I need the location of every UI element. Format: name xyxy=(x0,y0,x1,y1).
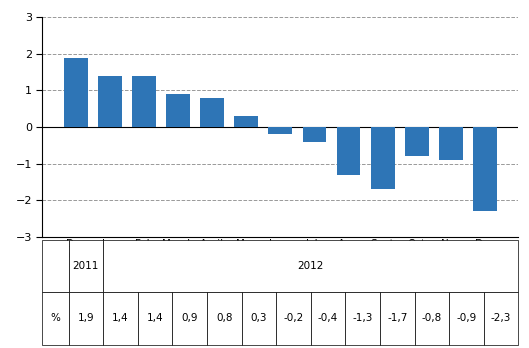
Bar xyxy=(268,127,293,134)
Text: -0,9: -0,9 xyxy=(457,314,477,323)
Text: 1,9: 1,9 xyxy=(77,314,94,323)
Text: %: % xyxy=(50,314,60,323)
Bar xyxy=(473,127,497,211)
Bar xyxy=(234,116,258,127)
Bar xyxy=(336,127,360,175)
Text: -0,8: -0,8 xyxy=(422,314,442,323)
Text: -0,4: -0,4 xyxy=(318,314,338,323)
Text: 0,3: 0,3 xyxy=(251,314,267,323)
Text: -2,3: -2,3 xyxy=(491,314,512,323)
Text: 1,4: 1,4 xyxy=(112,314,129,323)
Bar xyxy=(371,127,395,189)
Bar xyxy=(405,127,428,156)
Text: -1,3: -1,3 xyxy=(352,314,373,323)
Text: 2012: 2012 xyxy=(298,261,324,271)
Bar xyxy=(166,94,190,127)
Text: 1,4: 1,4 xyxy=(147,314,163,323)
Text: -0,2: -0,2 xyxy=(284,314,304,323)
Text: 2011: 2011 xyxy=(72,261,99,271)
Bar xyxy=(439,127,463,160)
Bar xyxy=(200,98,224,127)
Text: -1,7: -1,7 xyxy=(387,314,407,323)
Bar xyxy=(64,58,88,127)
Bar xyxy=(98,76,122,127)
Bar xyxy=(132,76,156,127)
Text: 0,8: 0,8 xyxy=(216,314,232,323)
Text: 0,9: 0,9 xyxy=(181,314,198,323)
Bar xyxy=(303,127,326,142)
